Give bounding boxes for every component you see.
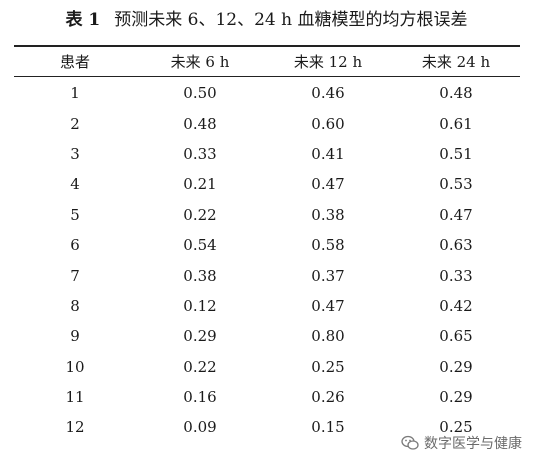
table-label: 表 1 <box>65 10 101 30</box>
header-patient: 患者 <box>59 52 90 71</box>
table-row: 11 0.16 0.26 0.29 <box>14 382 520 412</box>
table-row: 2 0.48 0.60 0.61 <box>14 108 520 138</box>
cell-patient: 4 <box>70 175 80 194</box>
cell-24h: 0.53 <box>439 175 473 194</box>
watermark: 数字医学与健康 <box>398 432 525 454</box>
cell-12h: 0.60 <box>311 114 345 133</box>
wechat-icon <box>401 435 419 451</box>
cell-6h: 0.29 <box>183 327 217 346</box>
cell-24h: 0.51 <box>439 144 473 163</box>
table-row: 12 0.09 0.15 0.25 <box>14 412 520 442</box>
cell-12h: 0.41 <box>311 144 345 163</box>
cell-6h: 0.50 <box>183 84 217 103</box>
cell-12h: 0.38 <box>311 205 345 224</box>
cell-12h: 0.80 <box>311 327 345 346</box>
cell-patient: 9 <box>70 327 80 346</box>
cell-12h: 0.58 <box>311 236 345 255</box>
table-row: 4 0.21 0.47 0.53 <box>14 169 520 199</box>
cell-6h: 0.48 <box>183 114 217 133</box>
cell-24h: 0.25 <box>439 418 473 437</box>
table-row: 3 0.33 0.41 0.51 <box>14 139 520 169</box>
cell-patient: 8 <box>70 296 80 315</box>
cell-6h: 0.16 <box>183 388 217 407</box>
cell-patient: 3 <box>70 144 80 163</box>
rmse-table: 患者 未来 6 h 未来 12 h 未来 24 h 1 0.50 0.46 0.48 2… <box>14 46 520 443</box>
table-row: 5 0.22 0.38 0.47 <box>14 200 520 230</box>
cell-12h: 0.26 <box>311 388 345 407</box>
cell-patient: 2 <box>70 114 80 133</box>
table-title: 预测未来 6、12、24 h 血糖模型的均方根误差 <box>114 10 468 30</box>
cell-6h: 0.22 <box>183 205 217 224</box>
table-caption: 表 1 预测未来 6、12、24 h 血糖模型的均方根误差 <box>0 8 533 32</box>
cell-6h: 0.54 <box>183 236 217 255</box>
cell-12h: 0.25 <box>311 357 345 376</box>
cell-6h: 0.38 <box>183 266 217 285</box>
cell-12h: 0.15 <box>311 418 345 437</box>
cell-patient: 5 <box>70 205 80 224</box>
header-row: 患者 未来 6 h 未来 12 h 未来 24 h <box>14 46 520 76</box>
cell-patient: 12 <box>65 418 85 437</box>
cell-24h: 0.65 <box>439 327 473 346</box>
cell-24h: 0.47 <box>439 205 473 224</box>
cell-24h: 0.33 <box>439 266 473 285</box>
table-row: 6 0.54 0.58 0.63 <box>14 230 520 260</box>
cell-24h: 0.63 <box>439 236 473 255</box>
cell-patient: 6 <box>70 236 80 255</box>
cell-patient: 1 <box>70 84 80 103</box>
table-row: 1 0.50 0.46 0.48 <box>14 76 520 108</box>
cell-24h: 0.29 <box>439 357 473 376</box>
cell-12h: 0.47 <box>311 296 345 315</box>
cell-12h: 0.37 <box>311 266 345 285</box>
table-row: 8 0.12 0.47 0.42 <box>14 291 520 321</box>
cell-patient: 7 <box>70 266 80 285</box>
cell-6h: 0.21 <box>183 175 217 194</box>
cell-6h: 0.22 <box>183 357 217 376</box>
cell-6h: 0.33 <box>183 144 217 163</box>
table-row: 10 0.22 0.25 0.29 <box>14 352 520 382</box>
cell-patient: 10 <box>65 357 85 376</box>
cell-24h: 0.29 <box>439 388 473 407</box>
cell-6h: 0.09 <box>183 418 217 437</box>
cell-patient: 11 <box>65 388 85 407</box>
cell-12h: 0.46 <box>311 84 345 103</box>
table-row: 7 0.38 0.37 0.33 <box>14 260 520 290</box>
header-24h: 未来 24 h <box>421 52 491 71</box>
header-12h: 未来 12 h <box>293 52 363 71</box>
cell-24h: 0.61 <box>439 114 473 133</box>
top-rule <box>14 45 520 47</box>
cell-24h: 0.42 <box>439 296 473 315</box>
cell-12h: 0.47 <box>311 175 345 194</box>
watermark-text: 数字医学与健康 <box>424 436 522 452</box>
cell-6h: 0.12 <box>183 296 217 315</box>
header-rule <box>14 76 520 77</box>
cell-24h: 0.48 <box>439 84 473 103</box>
header-6h: 未来 6 h <box>170 52 230 71</box>
table-row: 9 0.29 0.80 0.65 <box>14 321 520 351</box>
